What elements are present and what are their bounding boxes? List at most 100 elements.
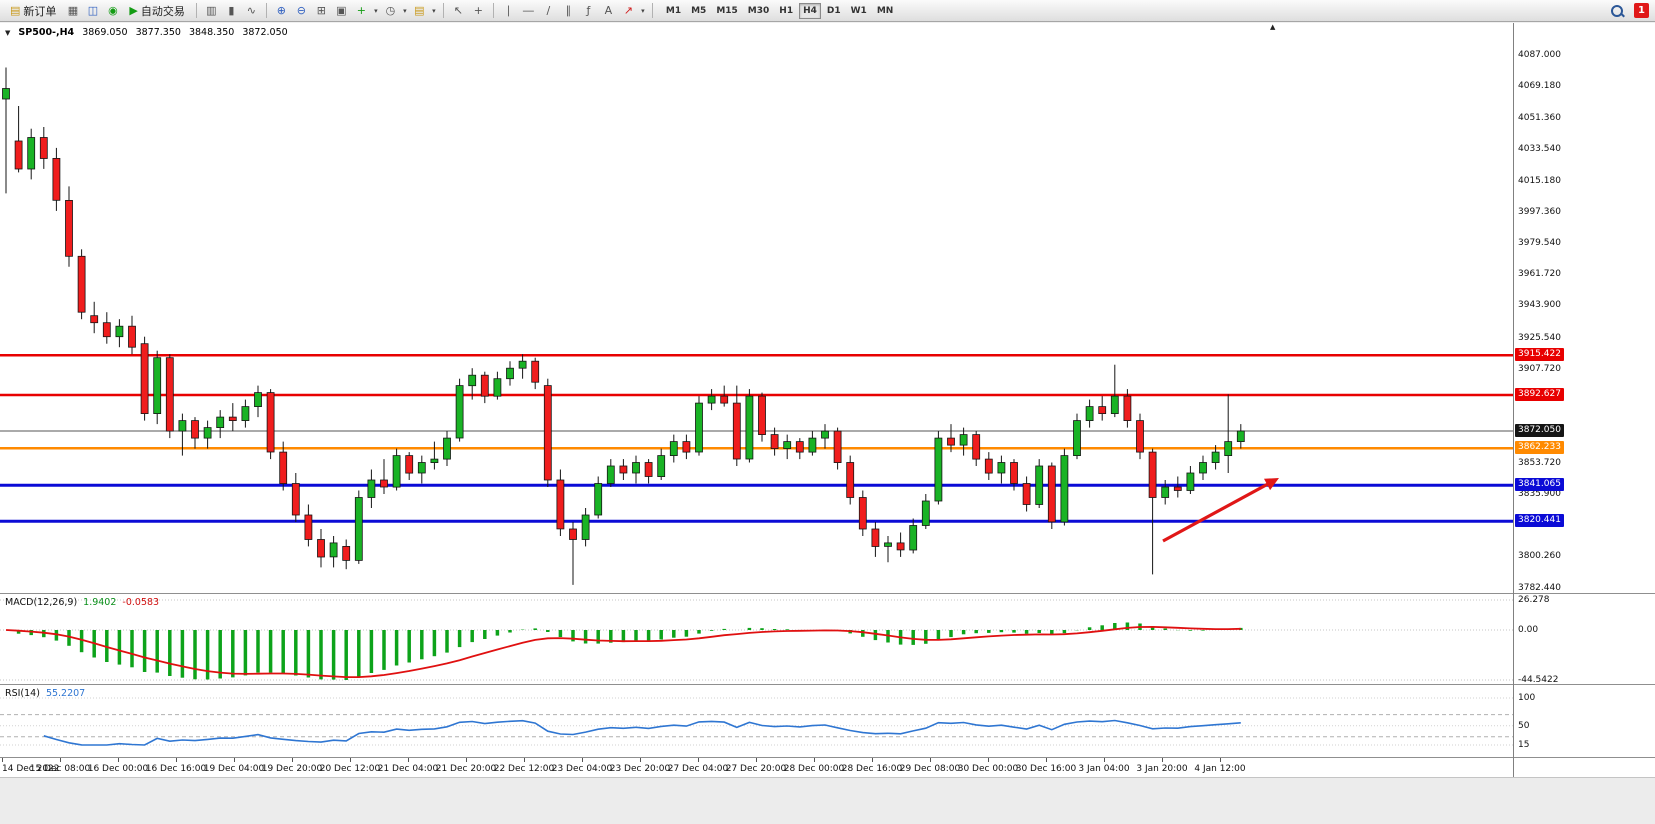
indicators-icon[interactable]: + [356,4,366,17]
chevron-down-icon[interactable]: ▾ [403,6,407,15]
price-axis-label: 4015.180 [1518,176,1561,186]
main-chart-canvas[interactable] [0,23,1513,593]
time-axis-tick [640,758,641,762]
autotrading-icon: ▶ [129,4,138,17]
toolbar-separator [651,3,653,18]
chart-collapse-icon[interactable]: ▼ [5,29,11,37]
time-axis-label: 28 Dec 16:00 [841,764,903,774]
toolbar-separator [265,3,267,18]
time-axis-label: 16 Dec 16:00 [145,764,207,774]
horizontal-line-tool-icon[interactable]: ― [522,4,534,17]
trendline-tool-icon[interactable]: ∕ [546,4,551,17]
candlestick-chart-icon[interactable]: ▮ [228,4,235,17]
market-watch-icon[interactable]: ◫ [87,4,99,17]
ohlc-low: 3848.350 [188,27,235,38]
grid-icon[interactable]: ⊞ [316,4,326,17]
time-axis-tick [524,758,525,762]
zoom-out-icon[interactable]: ⊖ [296,4,306,17]
time-axis-tick [1046,758,1047,762]
time-axis-label: 30 Dec 16:00 [1015,764,1077,774]
macd-label: MACD(12,26,9) [5,597,78,608]
vertical-line-tool-icon[interactable]: ∣ [505,4,512,17]
timeframe-m5[interactable]: M5 [687,3,710,19]
zoom-in-icon[interactable]: ⊕ [276,4,286,17]
time-axis-tick [350,758,351,762]
crosshair-icon[interactable]: + [473,4,483,17]
price-level-badge: 3915.422 [1515,348,1564,361]
timeframe-d1[interactable]: D1 [823,3,845,19]
search-icon[interactable] [1609,3,1625,19]
rsi-pane: RSI(14) 55.2207 100 50 15 [0,684,1655,757]
price-axis-label: 3835.900 [1518,489,1561,499]
price-axis-label: 4087.000 [1518,50,1561,60]
price-axis-label: 4051.360 [1518,113,1561,123]
macd-header: MACD(12,26,9) 1.9402 -0.0583 [5,597,165,608]
time-axis-label: 27 Dec 04:00 [667,764,729,774]
chevron-down-icon[interactable]: ▾ [641,6,645,15]
autotrading-label: 自动交易 [140,4,185,18]
fibonacci-tool-icon[interactable]: ƒ [586,4,591,17]
price-level-badge: 3820.441 [1515,514,1564,527]
text-tool-icon[interactable]: A [604,4,613,17]
rsi-axis-label: 15 [1518,740,1530,750]
macd-axis-label: -44.5422 [1518,675,1559,685]
time-axis-tick [60,758,61,762]
rsi-header: RSI(14) 55.2207 [5,688,91,699]
new-order-label: 新订单 [23,4,57,18]
time-axis-label: 16 Dec 00:00 [87,764,149,774]
price-axis[interactable]: 4087.000 4069.180 4051.360 4033.540 4015.180… [1514,23,1655,593]
arrows-tool-icon[interactable]: ↗ [623,4,633,17]
time-axis[interactable]: 14 Dec 2022 15 Dec 08:00 16 Dec 00:00 16 De… [0,757,1655,777]
panel-collapse-icon[interactable]: ▲ [1270,23,1276,31]
time-axis-label: 15 Dec 08:00 [29,764,91,774]
time-axis-tick [1104,758,1105,762]
toolbar-separator [492,3,494,18]
channel-tool-icon[interactable]: ∥ [565,4,572,17]
price-level-badge: 3841.065 [1515,478,1564,491]
rsi-canvas[interactable] [0,685,1513,757]
tile-windows-icon[interactable]: ▣ [336,4,347,17]
timeframe-h4[interactable]: H4 [799,2,821,19]
macd-signal-value: -0.0583 [122,597,160,608]
line-chart-icon[interactable]: ∿ [246,4,256,17]
price-axis-label: 3961.720 [1518,269,1561,279]
autotrading-button[interactable]: ▶ 自动交易 [123,1,190,21]
new-order-button[interactable]: ▤ 新订单 [4,1,62,21]
price-axis-label: 3979.540 [1518,238,1561,248]
time-axis-label: 21 Dec 20:00 [435,764,497,774]
cursor-icon[interactable]: ↖ [453,4,463,17]
chevron-down-icon[interactable]: ▾ [374,6,378,15]
chart-title: ▼ SP500-,H4 3869.050 3877.350 3848.350 3… [5,27,293,38]
notification-badge[interactable]: 1 [1634,3,1649,18]
periods-clock-icon[interactable]: ◷ [385,4,396,17]
bottom-strip [0,777,1655,824]
chart-window: ▼ SP500-,H4 3869.050 3877.350 3848.350 3… [0,23,1655,824]
time-axis-label: 27 Dec 20:00 [725,764,787,774]
templates-icon[interactable]: ▤ [414,4,425,17]
charts-icon[interactable]: ▦ [67,4,79,17]
ohlc-open: 3869.050 [82,27,128,38]
timeframe-m1[interactable]: M1 [662,3,685,19]
bar-chart-icon[interactable]: ▥ [206,4,217,17]
time-axis-label: 22 Dec 12:00 [493,764,555,774]
timeframe-m30[interactable]: M30 [744,3,773,19]
timeframe-group: M1 M5 M15 M30 H1 H4 D1 W1 MN [662,2,898,19]
price-axis-label: 3943.900 [1518,300,1561,310]
time-axis-label: 29 Dec 08:00 [899,764,961,774]
time-axis-tick [466,758,467,762]
annotation-arrow[interactable] [1162,480,1273,543]
timeframe-w1[interactable]: W1 [847,3,871,19]
time-axis-label: 23 Dec 04:00 [551,764,613,774]
time-axis-tick [176,758,177,762]
rsi-axis-label: 100 [1518,693,1536,703]
price-axis-label: 3997.360 [1518,207,1561,217]
time-axis-tick [118,758,119,762]
timeframe-mn[interactable]: MN [873,3,898,19]
macd-canvas[interactable] [0,594,1513,684]
toolbar: ▤ 新订单 ▦ ◫ ◉ ▶ 自动交易 ▥ ▮ ∿ ⊕ ⊖ ⊞ ▣ + ▾ ◷ ▾… [0,0,1655,22]
timeframe-m15[interactable]: M15 [712,3,741,19]
navigator-icon[interactable]: ◉ [108,4,118,17]
timeframe-h1[interactable]: H1 [775,3,797,19]
new-order-icon: ▤ [10,4,21,17]
chevron-down-icon[interactable]: ▾ [432,6,436,15]
